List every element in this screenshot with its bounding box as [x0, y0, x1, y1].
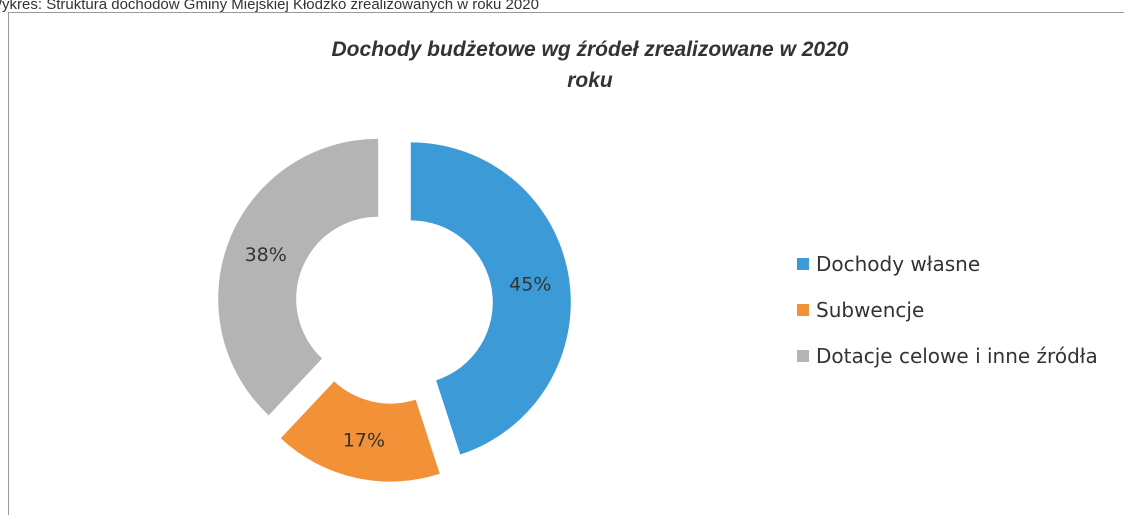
slice	[410, 142, 571, 455]
legend-label: Dochody własne	[816, 252, 980, 276]
data-label: 17%	[343, 430, 385, 452]
slice	[280, 381, 440, 482]
data-label: 38%	[245, 244, 287, 266]
legend-swatch	[797, 350, 809, 362]
chart-title: Dochody budżetowe wg źródeł zrealizowane…	[331, 38, 849, 92]
slice	[218, 138, 379, 416]
data-label: 45%	[509, 273, 551, 295]
legend-label: Subwencje	[816, 298, 924, 322]
legend-label: Dotacje celowe i inne źródła	[816, 344, 1098, 368]
legend-swatch	[797, 258, 809, 270]
caption: Wykres: Struktura dochodów Gminy Miejski…	[0, 0, 539, 13]
legend-swatch	[797, 304, 809, 316]
chart-frame	[8, 12, 1124, 515]
